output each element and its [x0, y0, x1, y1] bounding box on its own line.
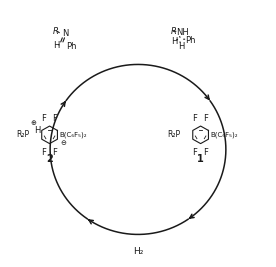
Text: R₂P: R₂P [16, 130, 30, 139]
Text: F: F [203, 114, 208, 123]
Text: H: H [34, 126, 40, 135]
Text: H: H [53, 41, 59, 50]
Text: F: F [192, 114, 197, 123]
Text: 1: 1 [197, 154, 204, 164]
Text: F: F [52, 114, 57, 123]
Text: F: F [41, 114, 46, 123]
Text: H: H [171, 37, 177, 46]
Text: Ph: Ph [66, 42, 76, 51]
Text: N: N [62, 29, 68, 38]
Text: R: R [53, 27, 59, 36]
Text: NH: NH [176, 28, 189, 37]
Text: F: F [41, 148, 46, 156]
Text: B(C₆F₅)₂: B(C₆F₅)₂ [60, 132, 87, 138]
Text: R: R [171, 27, 177, 36]
Text: 2: 2 [46, 154, 53, 164]
Text: ⊕: ⊕ [30, 120, 36, 126]
Text: R₂P: R₂P [168, 130, 181, 139]
Text: F: F [192, 148, 197, 156]
Text: F: F [203, 148, 208, 156]
Text: B(C₆F₅)₂: B(C₆F₅)₂ [211, 132, 238, 138]
Text: F: F [52, 148, 57, 156]
Text: Ph: Ph [185, 36, 195, 45]
Text: H₂: H₂ [133, 247, 143, 256]
Text: H: H [178, 42, 185, 51]
Text: ⊖: ⊖ [60, 140, 66, 146]
